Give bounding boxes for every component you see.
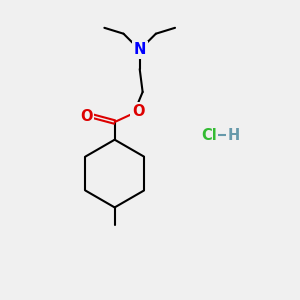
Text: O: O xyxy=(80,109,92,124)
Text: N: N xyxy=(134,42,146,57)
Text: Cl: Cl xyxy=(201,128,217,143)
Text: H: H xyxy=(228,128,240,143)
Text: O: O xyxy=(132,104,145,119)
